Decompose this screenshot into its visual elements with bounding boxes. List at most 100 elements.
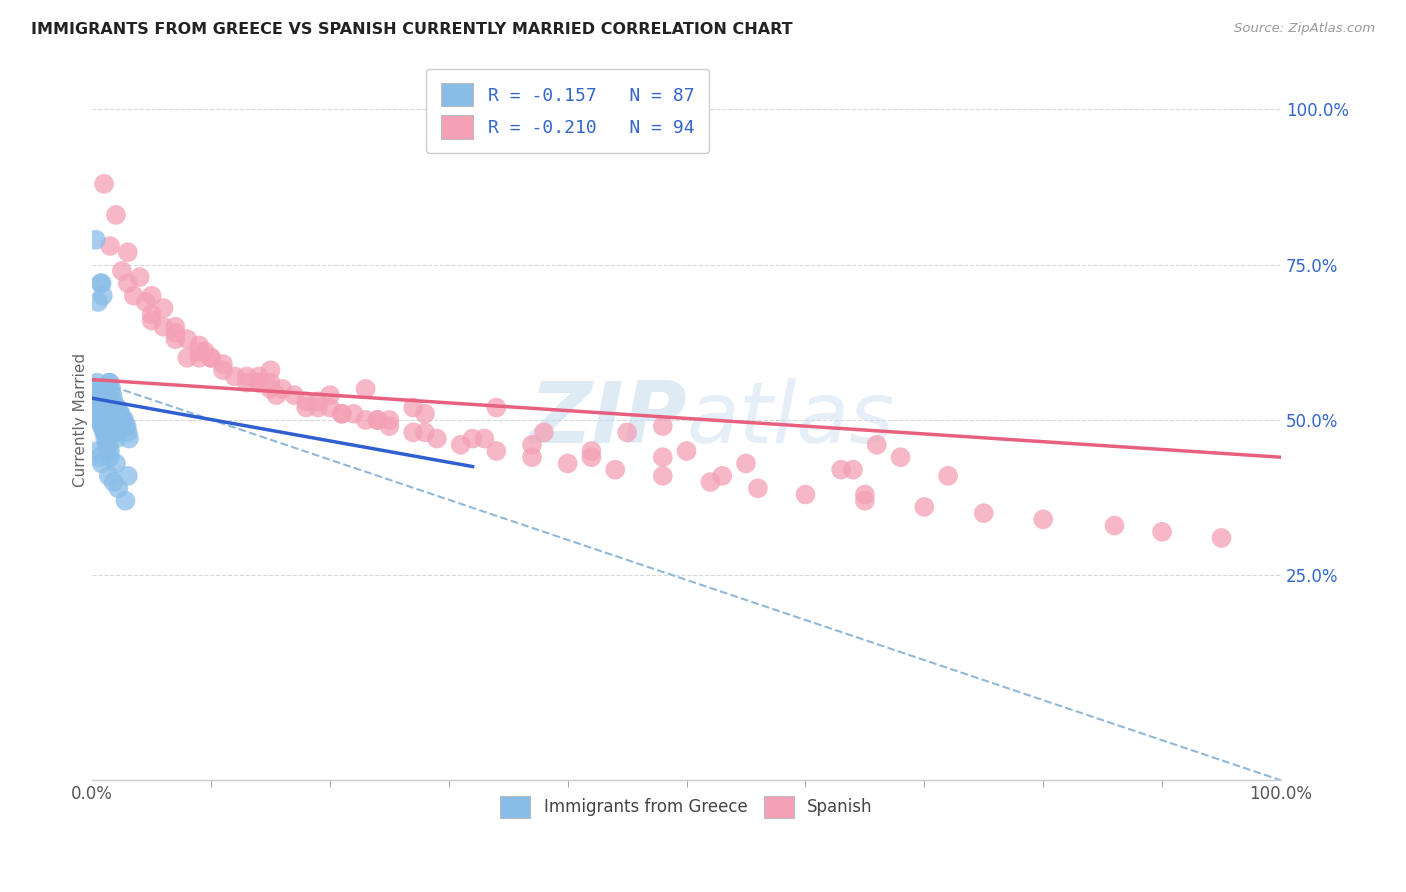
Point [735,457,758,471]
Point [200,351,222,365]
Point [96,438,118,452]
Point [94,432,117,446]
Point [103,425,125,440]
Point [212,363,235,377]
Point [86,388,108,402]
Point [890,450,912,465]
Point [89,413,111,427]
Point [402,425,425,440]
Point [89,413,111,427]
Point [188,351,211,365]
Point [89,394,111,409]
Point [86,401,108,415]
Point [176,351,198,365]
Point [103,394,125,409]
Point [247,376,270,390]
Point [378,413,401,427]
Point [699,475,721,489]
Point [104,432,127,446]
Point [86,388,108,402]
Point [247,376,270,390]
Point [366,413,388,427]
Point [111,413,134,427]
Point [91,401,114,415]
Point [84,394,107,409]
Point [117,468,139,483]
Point [1104,518,1126,533]
Point [259,363,281,377]
Point [112,413,135,427]
Point [141,307,163,321]
Point [474,432,496,446]
Point [581,450,603,465]
Point [520,438,543,452]
Text: Source: ZipAtlas.com: Source: ZipAtlas.com [1234,22,1375,36]
Point [259,376,281,390]
Point [89,277,111,291]
Point [581,444,603,458]
Point [89,394,111,409]
Point [194,344,217,359]
Point [107,407,129,421]
Point [108,407,131,421]
Point [97,376,120,390]
Point [89,388,111,402]
Point [343,407,366,421]
Point [93,177,115,191]
Point [378,419,401,434]
Point [98,239,121,253]
Point [91,419,114,434]
Text: IMMIGRANTS FROM GREECE VS SPANISH CURRENTLY MARRIED CORRELATION CHART: IMMIGRANTS FROM GREECE VS SPANISH CURREN… [31,22,793,37]
Point [115,419,138,434]
Point [651,419,673,434]
Point [651,450,673,465]
Point [794,487,817,501]
Point [86,407,108,421]
Point [117,425,139,440]
Point [94,394,117,409]
Point [98,444,121,458]
Point [141,288,163,302]
Point [98,376,121,390]
Point [90,277,112,291]
Point [86,376,108,390]
Point [97,382,120,396]
Point [319,401,342,415]
Point [90,419,112,434]
Point [104,457,127,471]
Point [307,394,329,409]
Point [84,401,107,415]
Point [616,425,638,440]
Point [1211,531,1233,545]
Point [235,369,257,384]
Point [98,450,121,465]
Point [84,382,107,396]
Point [271,382,294,396]
Point [866,438,889,452]
Point [93,401,115,415]
Point [212,357,235,371]
Point [117,277,139,291]
Point [200,351,222,365]
Point [84,382,107,396]
Point [152,319,174,334]
Point [1152,524,1174,539]
Point [413,425,436,440]
Point [1032,512,1054,526]
Point [107,481,129,495]
Point [90,457,112,471]
Point [96,425,118,440]
Point [557,457,579,471]
Point [104,425,127,440]
Point [330,407,353,421]
Point [266,388,288,402]
Point [97,432,120,446]
Point [235,376,257,390]
Point [90,413,112,427]
Point [90,401,112,415]
Point [413,407,436,421]
Point [307,401,329,415]
Point [485,444,508,458]
Point [97,468,120,483]
Point [366,413,388,427]
